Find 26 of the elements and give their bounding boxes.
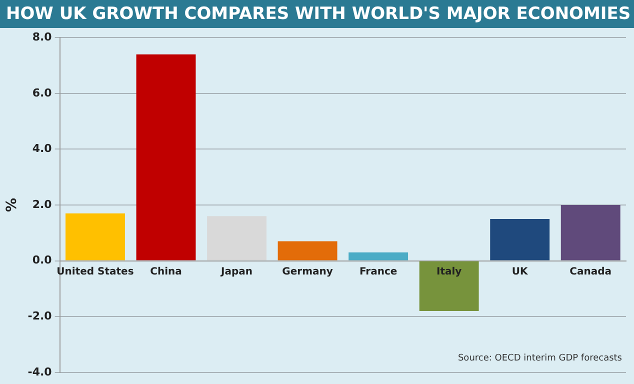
annotation: Source: OECD interim GDP forecasts — [458, 353, 622, 364]
y-tick-label: 0.0 — [32, 254, 52, 267]
bar — [419, 261, 479, 312]
y-tick-label: -4.0 — [28, 365, 52, 378]
bar — [66, 213, 125, 260]
y-tick-label: -2.0 — [28, 309, 52, 322]
y-tick-label: 2.0 — [32, 198, 52, 211]
bar — [136, 54, 196, 260]
y-tick-label: 8.0 — [32, 30, 52, 44]
bar — [490, 218, 550, 260]
x-tick-label: Canada — [570, 266, 612, 278]
y-tick-label: 6.0 — [32, 86, 52, 100]
y-tick-label: 4.0 — [32, 142, 52, 156]
x-tick-label: Italy — [436, 266, 462, 278]
chart-title: HOW UK GROWTH COMPARES WITH WORLD'S MAJOR ECONOMIES — [0, 0, 634, 28]
y-axis-title: % — [4, 198, 20, 212]
x-tick-label: Japan — [220, 266, 253, 278]
bar — [207, 216, 266, 260]
x-tick-label: China — [150, 266, 182, 278]
bar — [278, 241, 338, 260]
x-tick-label: UK — [512, 266, 530, 278]
bar — [348, 252, 408, 260]
x-tick-label: United States — [56, 266, 134, 278]
x-tick-label: Germany — [282, 266, 334, 278]
x-tick-label: France — [359, 266, 398, 278]
bar — [560, 205, 620, 260]
